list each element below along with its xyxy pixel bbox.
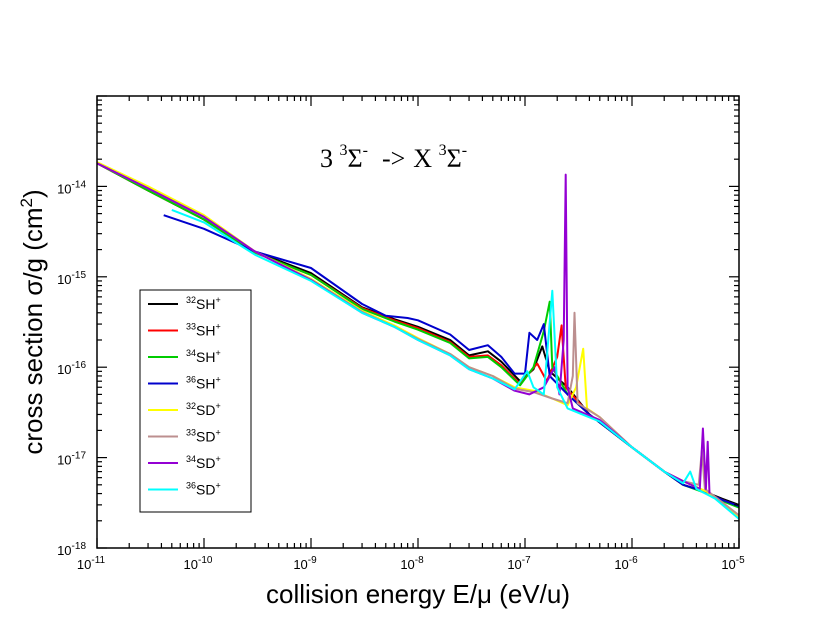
y-tick-label: 10-15 — [57, 270, 86, 287]
y-axis-title-end: ) — [18, 189, 48, 198]
x-tick-label: 10-6 — [614, 555, 638, 572]
tick-labels: 10-11 10-10 10-9 10-8 10-7 10-6 10-5 10-18 10-17… — [57, 179, 745, 572]
ticks-layer — [96, 95, 740, 549]
y-axis-title: cross section σ/g (cm2) — [17, 189, 48, 454]
legend-label-36SH: 36SH+ — [186, 375, 221, 392]
x-tick-label: 10-5 — [721, 555, 745, 572]
y-tick-label: 10-14 — [57, 179, 86, 196]
y-tick-label: 10-17 — [57, 451, 86, 468]
legend-label-32SH: 32SH+ — [186, 295, 221, 312]
x-tick-label: 10-9 — [293, 555, 317, 572]
legend: 32SH+ 33SH+ 34SH+ 36SH+ 32SD+ 33SD+ 34SD+ 36SD+ — [139, 289, 252, 513]
legend-label-33SH: 33SH+ — [186, 322, 221, 339]
annot-final-state: X — [413, 144, 438, 173]
annot-initial-multiplicity: 3 — [340, 142, 348, 159]
y-tick-label: 10-16 — [57, 360, 86, 377]
x-tick-label: 10-7 — [507, 555, 531, 572]
legend-label-32SD: 32SD+ — [186, 401, 221, 418]
annot-final-multiplicity: 3 — [439, 142, 447, 159]
y-axis-title-sup: 2 — [17, 198, 36, 207]
y-tick-label: 10-18 — [57, 541, 86, 558]
annot-final-sigma: Σ — [447, 144, 462, 173]
annot-arrow: -> — [382, 144, 405, 173]
annot-initial-state: 3 — [320, 144, 340, 173]
annot-final-sigma-sup: - — [462, 142, 467, 159]
y-axis-title-main: cross section σ/g (cm — [18, 207, 48, 454]
annot-initial-sigma: Σ — [348, 144, 363, 173]
legend-label-34SH: 34SH+ — [186, 348, 221, 365]
x-tick-label: 10-11 — [77, 555, 106, 572]
annot-initial-sigma-sup: - — [363, 142, 368, 159]
series-layer — [97, 161, 739, 520]
legend-label-34SD: 34SD+ — [186, 454, 221, 471]
x-tick-label: 10-10 — [184, 555, 213, 572]
series-line-36SD — [171, 208, 739, 520]
legend-label-36SD: 36SD+ — [186, 481, 221, 498]
x-tick-label: 10-8 — [400, 555, 424, 572]
legend-label-33SD: 33SD+ — [186, 428, 221, 445]
transition-annotation: 3 3Σ- -> X 3Σ- — [320, 142, 467, 173]
legend-box — [139, 289, 252, 513]
x-axis-title: collision energy E/μ (eV/u) — [266, 579, 570, 609]
